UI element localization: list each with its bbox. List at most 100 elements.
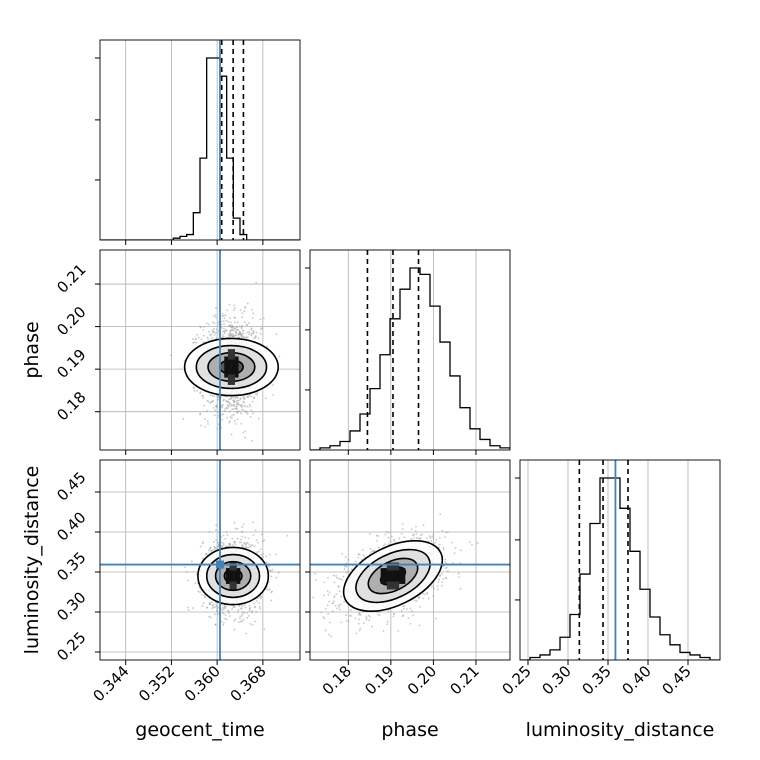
scatter-point [259,548,262,551]
scatter-point [206,420,209,422]
scatter-point [244,536,247,539]
scatter-point [207,469,209,471]
scatter-point [441,585,443,587]
scatter-point [278,355,281,358]
scatter-point [333,581,336,584]
scatter-point [232,413,235,416]
density-core-cell [224,356,232,368]
scatter-point [209,401,212,404]
scatter-point [223,544,225,546]
histogram-phase [310,267,510,450]
scatter-point [199,591,201,594]
scatter-point [262,552,265,555]
scatter-point [240,541,243,544]
axes-frame [99,249,301,451]
scatter-point [369,547,372,550]
scatter-point [197,336,200,339]
scatter-point [306,618,308,620]
scatter-point [242,332,244,335]
density-core-cell [227,349,235,360]
scatter-point [239,404,242,407]
scatter-point [354,617,357,620]
scatter-point [459,549,462,552]
scatter-point [199,545,202,548]
density-core-cell [227,374,235,385]
scatter-point [196,389,199,392]
scatter-point [428,535,431,538]
density-core-cell [380,568,393,576]
scatter-point [240,620,242,623]
scatter-point [246,302,249,305]
scatter-point [251,611,253,614]
scatter-point [451,541,454,544]
scatter-point [241,544,244,547]
scatter-point [254,529,257,531]
scatter-point [225,531,228,533]
histogram-luminosity_distance [520,477,720,660]
axes-frame [309,459,511,661]
scatter-point [194,582,197,585]
density-core-cell [233,568,241,576]
scatter-point [221,315,224,317]
scatter-point [244,430,247,433]
scatter-point [213,548,216,550]
scatter-point [206,336,209,339]
scatter-point [242,431,245,434]
scatter-point [205,553,208,556]
scatter-point [240,422,243,425]
scatter-point [209,603,211,606]
y-tick-label: 0.18 [53,388,89,424]
scatter-point [249,405,252,408]
scatter-point [241,316,244,319]
scatter-point [230,433,233,436]
scatter-point [249,623,252,625]
scatter-point [247,537,250,540]
scatter-point [236,396,239,399]
scatter-point [233,420,236,422]
scatter-point [216,406,219,409]
scatter-point [226,416,229,419]
x-tick-label: 0.35 [578,662,614,698]
scatter-point [272,393,275,396]
scatter-point [251,400,254,403]
scatter-point [328,591,331,594]
scatter-point [439,513,442,516]
scatter-point [410,528,413,531]
scatter-point [436,585,439,587]
scatter-point [213,414,216,417]
scatter-point [225,618,228,621]
scatter-point [359,614,362,616]
scatter-point [439,575,441,577]
scatter-point [235,401,238,403]
scatter-point [393,538,395,541]
y-tick-label: 0.40 [53,508,89,544]
scatter-point [233,540,236,543]
scatter-point [211,331,214,333]
scatter-point [238,399,240,402]
scatter-point [368,533,371,535]
scatter-point [228,402,231,404]
scatter-point [232,408,235,410]
scatter-point [419,537,422,540]
panel-phase-vs-luminosity_distance [306,460,510,660]
scatter-point [444,561,447,563]
scatter-point [332,600,335,603]
scatter-point [246,413,249,416]
scatter-point [332,602,335,604]
x-tick-label: 0.19 [361,662,397,698]
scatter-point [255,331,258,334]
scatter-point [275,576,278,579]
scatter-point [248,394,251,396]
scatter-point [186,606,189,609]
scatter-point [233,309,235,312]
injection-marker [216,560,224,569]
scatter-point [207,423,209,425]
scatter-point [251,544,254,547]
scatter-point [263,539,266,542]
scatter-point [428,597,430,600]
density-core-cell [380,576,393,584]
scatter-point [213,322,216,325]
scatter-point [454,546,457,549]
scatter-point [249,606,251,609]
scatter-point [436,588,439,591]
